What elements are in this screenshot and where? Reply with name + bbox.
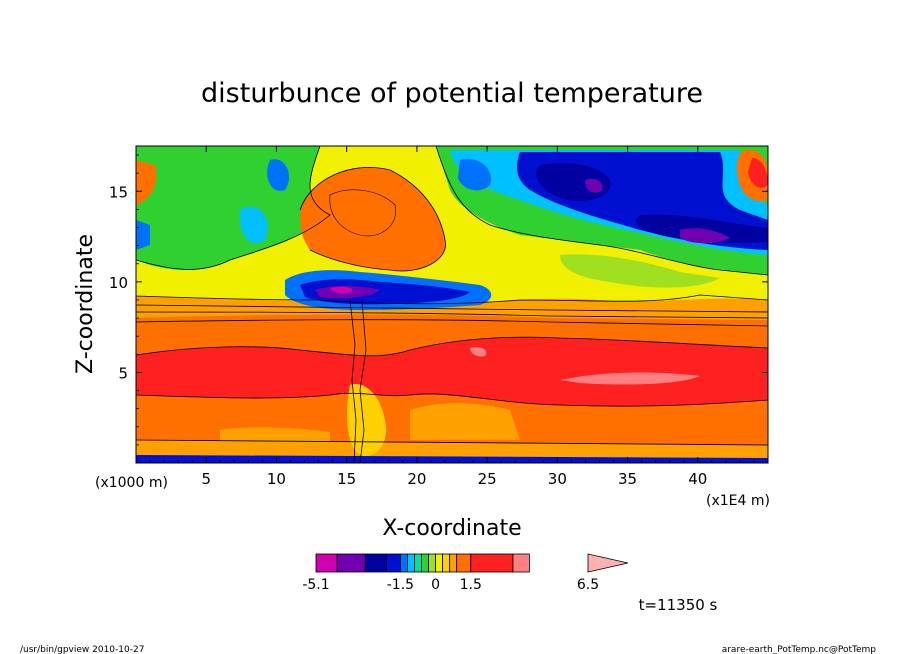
field-lightgreen-mid — [560, 254, 720, 288]
contour-line — [359, 299, 367, 463]
colorbar-label: -5.1 — [302, 577, 329, 593]
field-blue-blob — [458, 159, 491, 191]
field-pink-blob-mid — [470, 347, 487, 357]
contour-line — [299, 167, 446, 272]
colorbar-swatch — [449, 553, 458, 573]
colorbar-swatch — [407, 553, 415, 573]
x-unit-label: (x1E4 m) — [706, 493, 770, 509]
colorbar-label: 1.5 — [460, 577, 482, 593]
contour-line — [136, 392, 768, 407]
colorbar-swatch — [435, 553, 444, 573]
field-orange-topleft — [136, 160, 157, 205]
field-red-layer — [136, 337, 768, 407]
field-blue-left — [267, 159, 290, 191]
contour-line — [136, 304, 768, 313]
field-blue-edge-left — [136, 220, 150, 250]
contour-line — [136, 319, 768, 327]
axes: 5 10 15 20 25 30 35 40 5 10 15 — [109, 146, 768, 488]
colorbar-swatch — [512, 553, 530, 573]
plot-frame — [135, 145, 769, 464]
colorbar-swatch — [470, 553, 514, 573]
y-unit-label: (x1000 m) — [95, 475, 168, 491]
x-axis-title: X-coordinate — [382, 516, 521, 541]
y-tick-label: 5 — [118, 364, 128, 382]
x-tick-label: 25 — [478, 470, 497, 488]
field-surface-blue — [136, 455, 768, 463]
colorbar: -5.1 -1.5 0 1.5 6.5 — [302, 553, 629, 593]
colorbar-swatch — [421, 553, 429, 573]
field-purple-blob-right — [680, 228, 730, 244]
field-negative-band-min — [330, 286, 353, 294]
contour-lines — [136, 146, 768, 463]
x-tick-label: 15 — [337, 470, 356, 488]
x-tick-label: 5 — [201, 470, 211, 488]
x-tick-label: 20 — [407, 470, 426, 488]
colorbar-swatch — [385, 553, 401, 573]
chart-title: disturbunce of potential temperature — [201, 78, 703, 109]
colorbar-label: 6.5 — [577, 577, 599, 593]
colorbar-label: -1.5 — [387, 577, 414, 593]
x-tick-label: 40 — [688, 470, 707, 488]
field-cyan-left — [239, 206, 268, 244]
field-pink-blob-right — [560, 372, 700, 385]
field-yellow-plume — [347, 384, 386, 456]
y-tick-label: 10 — [109, 274, 128, 292]
contour-line — [349, 299, 357, 463]
contour-line — [136, 294, 768, 305]
colorbar-swatch — [315, 553, 338, 573]
contour-line — [136, 311, 768, 319]
footer-left: /usr/bin/gpview 2010-10-27 — [20, 645, 144, 654]
colorbar-arrow — [587, 553, 629, 573]
y-tick-label: 15 — [109, 183, 128, 201]
contour-line — [435, 146, 768, 276]
field-lightorange-box — [410, 403, 520, 440]
footer-right: arare-earth_PotTemp.nc@PotTemp — [722, 645, 877, 654]
time-label: t=11350 s — [639, 596, 718, 614]
colorbar-swatch — [428, 553, 436, 573]
y-axis-title: Z-coordinate — [73, 234, 98, 374]
colorbar-swatch — [364, 553, 387, 573]
x-tick-label: 30 — [548, 470, 567, 488]
x-tick-label: 10 — [267, 470, 286, 488]
colorbar-swatch — [414, 553, 422, 573]
contour-line — [136, 439, 768, 446]
colorbar-swatch — [336, 553, 366, 573]
colorbar-swatch — [456, 553, 472, 573]
colorbar-swatch — [400, 553, 408, 573]
field-red-upperright — [748, 158, 768, 188]
field-orange-plume-core — [329, 189, 397, 237]
contour-line — [136, 336, 768, 357]
heatmap-field — [136, 146, 768, 463]
contour-line — [136, 146, 331, 270]
x-tick-label: 35 — [618, 470, 637, 488]
field-purple-blob-top — [585, 178, 603, 193]
colorbar-swatch — [442, 553, 451, 573]
colorbar-label: 0 — [431, 577, 440, 593]
